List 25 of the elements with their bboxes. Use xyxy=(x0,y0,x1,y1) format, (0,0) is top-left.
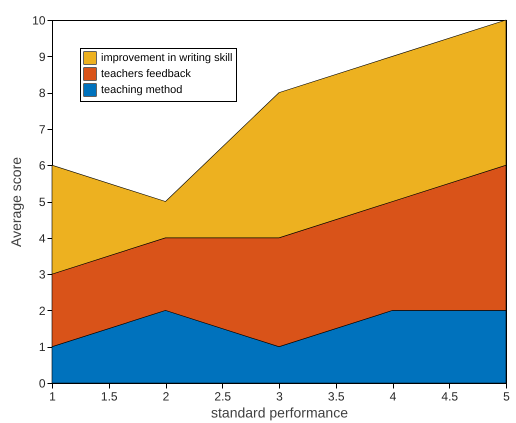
x-axis-title: standard performance xyxy=(211,404,348,420)
y-axis-title: Average score xyxy=(8,156,24,248)
legend-label: teachers feedback xyxy=(101,68,192,80)
y-tick-label: 7 xyxy=(38,122,46,136)
y-tick-label: 6 xyxy=(38,158,46,173)
x-tick-label: 1.5 xyxy=(100,390,118,404)
y-tick-label: 9 xyxy=(38,50,46,64)
y-tick-label: 2 xyxy=(38,304,46,318)
x-tick-label: 3.5 xyxy=(328,390,345,404)
y-tick-label: 0 xyxy=(38,376,46,390)
x-tick-label: 2 xyxy=(162,390,170,404)
y-tick-label: 10 xyxy=(32,14,46,28)
x-tick-label: 1 xyxy=(49,390,56,404)
y-tick-label: 3 xyxy=(38,268,46,282)
y-tick-label: 8 xyxy=(38,86,46,100)
x-tick-label: 3 xyxy=(276,390,284,404)
x-tick-label: 4.5 xyxy=(441,390,458,404)
y-tick-label: 5 xyxy=(38,195,46,209)
x-tick-label: 2.5 xyxy=(214,390,232,404)
x-tick-label: 5 xyxy=(503,390,510,404)
legend-label: improvement in writing skill xyxy=(101,52,232,64)
y-tick-label: 4 xyxy=(38,231,46,246)
legend-label: teaching method xyxy=(101,84,182,96)
x-tick-label: 4 xyxy=(390,390,397,404)
y-tick-label: 1 xyxy=(38,340,46,354)
